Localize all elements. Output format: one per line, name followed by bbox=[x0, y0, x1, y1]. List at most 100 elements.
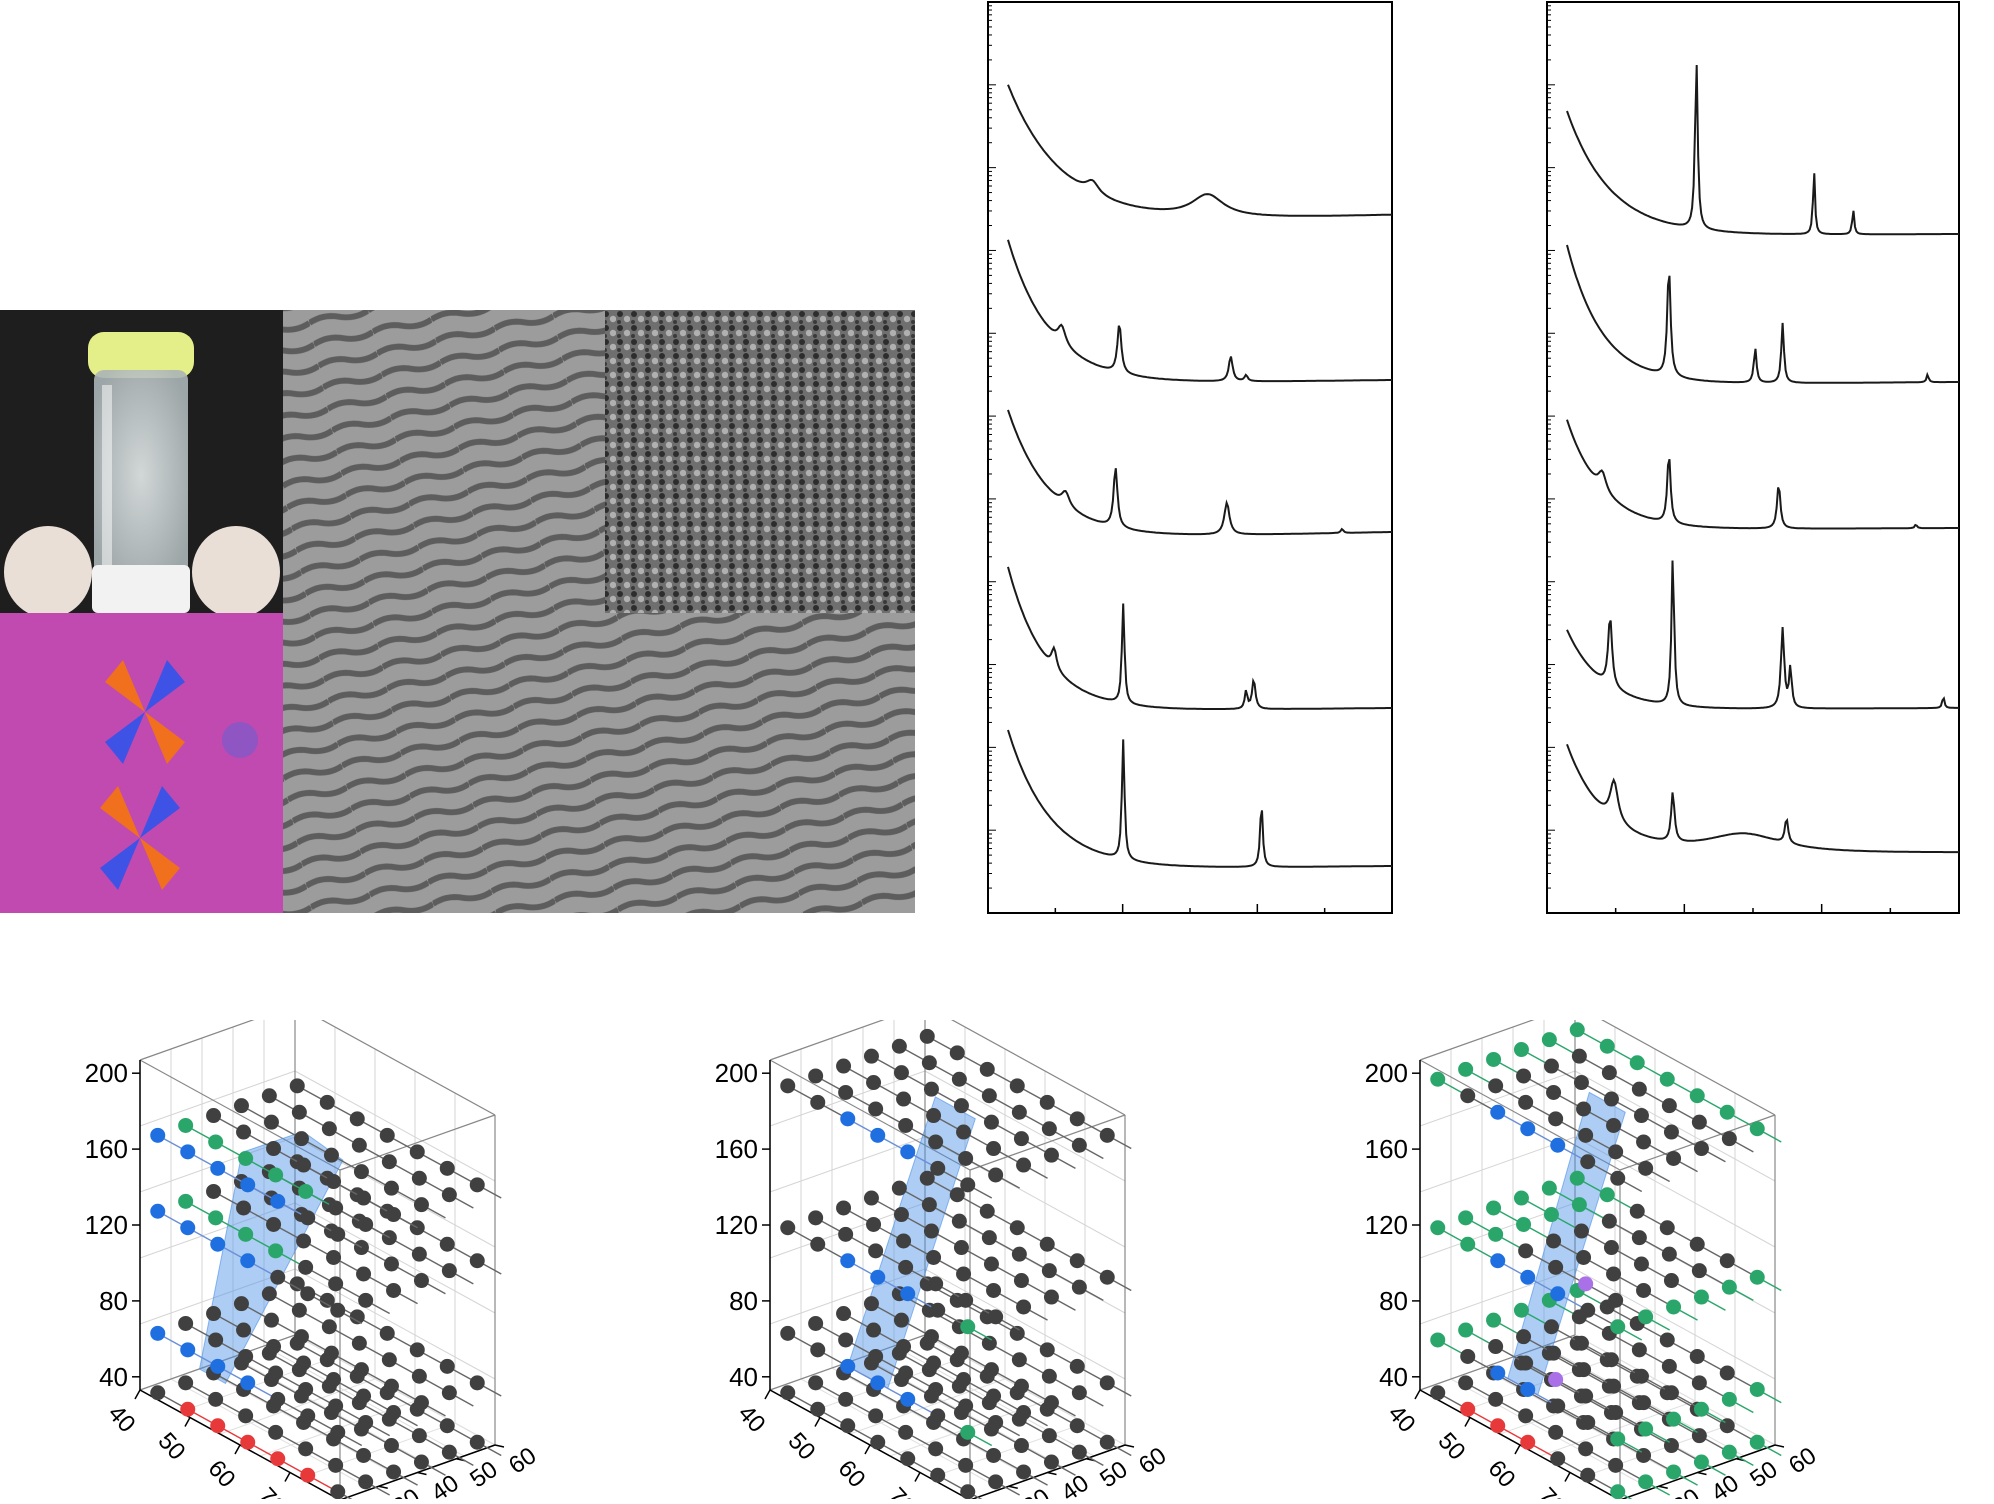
data-point-green bbox=[1638, 1474, 1653, 1489]
data-point-dark bbox=[238, 1349, 253, 1364]
data-point-dark bbox=[322, 1319, 337, 1334]
phase-diagram-middle: 408012016020040506070802030405060 bbox=[690, 1020, 1290, 1499]
data-point-dark bbox=[1608, 1405, 1623, 1420]
data-point-dark bbox=[1070, 1359, 1085, 1374]
data-point-dark bbox=[1518, 1095, 1533, 1110]
data-point-dark bbox=[808, 1316, 823, 1331]
data-point-dark bbox=[898, 1260, 913, 1275]
data-point-green bbox=[1516, 1217, 1531, 1232]
data-point-dark bbox=[300, 1286, 315, 1301]
phase-diagram-right-svg: 408012016020040506070802030405060 bbox=[1340, 1020, 1960, 1499]
data-point-dark bbox=[956, 1125, 971, 1140]
data-point-dark bbox=[898, 1365, 913, 1380]
data-point-dark bbox=[1044, 1290, 1059, 1305]
y-tick bbox=[1009, 1486, 1018, 1488]
data-point-green bbox=[268, 1167, 283, 1182]
data-point-dark bbox=[1722, 1131, 1737, 1146]
data-point-dark bbox=[1042, 1428, 1057, 1443]
data-point-dark bbox=[412, 1428, 427, 1443]
data-point-dark bbox=[780, 1078, 795, 1093]
phase-diagram-right: 408012016020040506070802030405060 bbox=[1340, 1020, 1960, 1499]
data-point-green bbox=[1722, 1445, 1737, 1460]
data-point-dark bbox=[352, 1336, 367, 1351]
x-tick bbox=[235, 1445, 240, 1454]
data-point-dark bbox=[294, 1131, 309, 1146]
data-point-dark bbox=[386, 1207, 401, 1222]
data-point-dark bbox=[894, 1065, 909, 1080]
data-point-dark bbox=[236, 1323, 251, 1338]
data-point-dark bbox=[178, 1316, 193, 1331]
data-point-red bbox=[270, 1451, 285, 1466]
data-point-green bbox=[1638, 1309, 1653, 1324]
data-point-dark bbox=[898, 1118, 913, 1133]
data-point-dark bbox=[982, 1230, 997, 1245]
data-point-dark bbox=[326, 1250, 341, 1265]
data-point-dark bbox=[930, 1303, 945, 1318]
data-point-dark bbox=[1012, 1105, 1027, 1120]
data-point-green bbox=[1666, 1299, 1681, 1314]
data-point-green bbox=[1458, 1062, 1473, 1077]
data-point-dark bbox=[1666, 1151, 1681, 1166]
data-point-dark bbox=[926, 1108, 941, 1123]
x-tick-label: 70 bbox=[1533, 1483, 1571, 1499]
data-point-dark bbox=[442, 1263, 457, 1278]
data-point-dark bbox=[296, 1356, 311, 1371]
data-point-blue bbox=[870, 1128, 885, 1143]
data-point-dark bbox=[1042, 1121, 1057, 1136]
data-point-dark bbox=[958, 1398, 973, 1413]
data-point-dark bbox=[980, 1062, 995, 1077]
data-point-dark bbox=[1016, 1464, 1031, 1479]
data-point-dark bbox=[1692, 1115, 1707, 1130]
data-point-dark bbox=[988, 1309, 1003, 1324]
data-point-dark bbox=[960, 1177, 975, 1192]
box-edge bbox=[140, 1020, 295, 1060]
data-point-dark bbox=[1576, 1101, 1591, 1116]
data-point-dark bbox=[298, 1382, 313, 1397]
data-point-blue bbox=[150, 1128, 165, 1143]
scattering-curve bbox=[1008, 85, 1392, 216]
grid-line bbox=[300, 1423, 455, 1478]
data-point-dark bbox=[926, 1356, 941, 1371]
data-point-dark bbox=[380, 1128, 395, 1143]
y-tick bbox=[1775, 1445, 1784, 1447]
data-point-dark bbox=[984, 1257, 999, 1272]
data-point-green bbox=[1610, 1431, 1625, 1446]
z-tick-label: 160 bbox=[715, 1134, 758, 1164]
data-point-dark bbox=[1580, 1415, 1595, 1430]
data-point-dark bbox=[356, 1389, 371, 1404]
data-point-dark bbox=[808, 1375, 823, 1390]
x-tick-label: 70 bbox=[883, 1483, 921, 1499]
z-tick-label: 200 bbox=[85, 1058, 128, 1088]
y-tick bbox=[1698, 1473, 1707, 1475]
data-point-dark bbox=[382, 1352, 397, 1367]
data-point-dark bbox=[380, 1326, 395, 1341]
data-point-dark bbox=[1044, 1148, 1059, 1163]
data-point-dark bbox=[386, 1405, 401, 1420]
data-point-dark bbox=[864, 1191, 879, 1206]
data-point-green bbox=[1458, 1323, 1473, 1338]
data-point-green bbox=[238, 1227, 253, 1242]
data-point-dark bbox=[838, 1085, 853, 1100]
data-point-dark bbox=[1660, 1332, 1675, 1347]
y-tick bbox=[495, 1445, 504, 1447]
data-point-dark bbox=[236, 1200, 251, 1215]
data-point-dark bbox=[1040, 1095, 1055, 1110]
data-point-dark bbox=[1662, 1098, 1677, 1113]
x-tick bbox=[1465, 1418, 1470, 1427]
data-point-dark bbox=[1634, 1257, 1649, 1272]
data-point-dark bbox=[1578, 1128, 1593, 1143]
data-point-dark bbox=[414, 1455, 429, 1470]
data-point-dark bbox=[384, 1257, 399, 1272]
data-point-green bbox=[1486, 1313, 1501, 1328]
phase-diagram-left-svg: 408012016020040506070802030405060 bbox=[60, 1020, 660, 1499]
data-point-dark bbox=[1042, 1263, 1057, 1278]
data-point-dark bbox=[838, 1332, 853, 1347]
data-point-dark bbox=[470, 1253, 485, 1268]
data-point-dark bbox=[1602, 1214, 1617, 1229]
data-point-green bbox=[1486, 1052, 1501, 1067]
data-point-dark bbox=[470, 1177, 485, 1192]
data-point-green bbox=[1514, 1303, 1529, 1318]
data-point-dark bbox=[330, 1227, 345, 1242]
data-point-dark bbox=[1072, 1445, 1087, 1460]
z-tick-label: 200 bbox=[715, 1058, 758, 1088]
